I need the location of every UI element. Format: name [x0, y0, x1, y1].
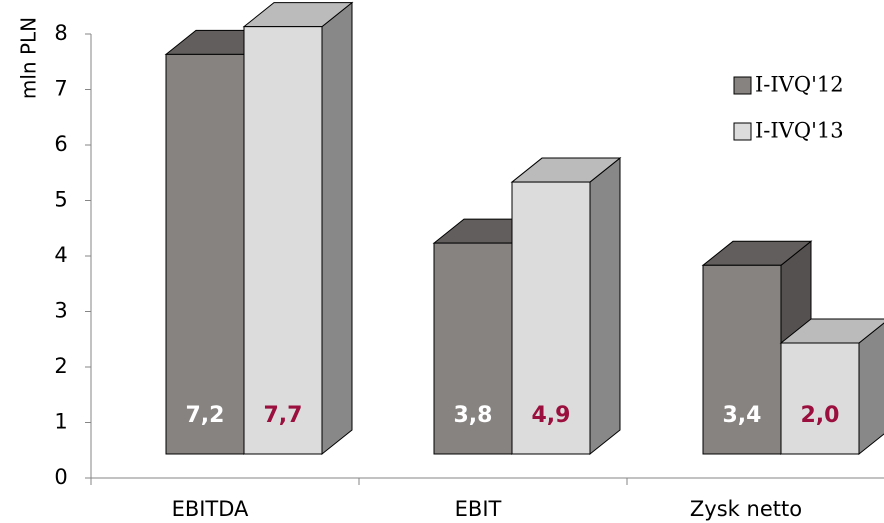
data-label: 2,0 — [801, 403, 840, 428]
bars — [164, 1, 884, 456]
bar-front — [511, 181, 591, 455]
y-tick-label: 2 — [54, 354, 67, 378]
data-label: 3,8 — [454, 403, 493, 428]
data-label: 7,7 — [264, 403, 303, 428]
data-labels: 7,2 7,7 3,8 4,9 3,4 2,0 — [186, 403, 840, 428]
bar-front — [433, 242, 513, 455]
y-tick-label: 1 — [54, 410, 67, 434]
bar-side — [321, 1, 353, 456]
bar-q13-ebitda — [242, 1, 354, 456]
category-label: EBIT — [455, 497, 502, 521]
y-tick-label: 6 — [54, 132, 67, 156]
category-label: EBITDA — [172, 497, 249, 521]
y-tick-label: 8 — [54, 21, 67, 45]
bar-q13-zysk-netto — [779, 318, 884, 456]
legend-swatch — [733, 122, 752, 141]
bar-front — [165, 53, 245, 455]
legend: I-IVQ'12 I-IVQ'13 — [733, 73, 844, 143]
legend-label: I-IVQ'13 — [755, 119, 844, 143]
bar-side — [589, 157, 621, 456]
bar-q13-ebit — [510, 157, 622, 456]
axes: 0 1 2 3 4 5 6 7 8 — [54, 21, 884, 489]
y-tick-label: 7 — [54, 77, 67, 101]
legend-label: I-IVQ'12 — [755, 73, 844, 97]
data-label: 3,4 — [723, 403, 762, 428]
y-tick-label: 0 — [54, 465, 67, 489]
y-tick-label: 5 — [54, 188, 67, 212]
y-axis-label: mln PLN — [17, 17, 41, 99]
bar-front — [243, 26, 323, 455]
bar-front — [780, 342, 860, 455]
y-tick-label: 3 — [54, 299, 67, 323]
legend-swatch — [733, 76, 752, 95]
data-label: 7,2 — [186, 403, 225, 428]
data-label: 4,9 — [532, 403, 571, 428]
category-label: Zysk netto — [690, 497, 802, 521]
bar-front — [702, 264, 782, 455]
category-labels: EBITDA EBIT Zysk netto — [172, 497, 803, 521]
y-tick-label: 4 — [54, 243, 67, 267]
